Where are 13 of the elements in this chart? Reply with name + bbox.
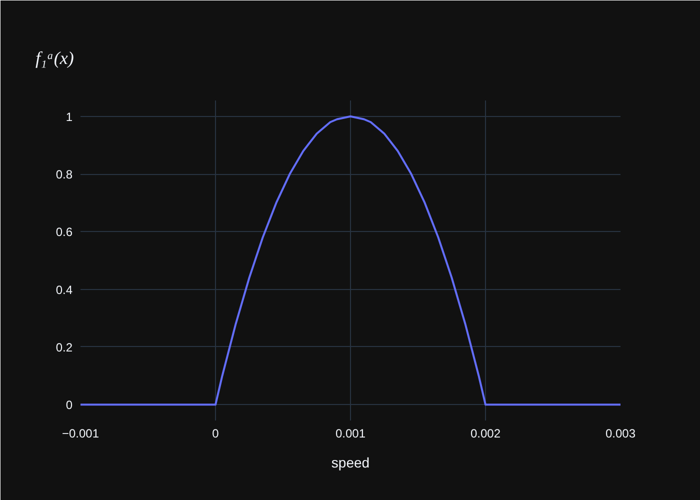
chart-title: f₁ᵃ(x) <box>36 48 74 68</box>
x-tick-label: 0.003 <box>605 426 636 440</box>
x-axis-title: speed <box>331 454 370 470</box>
y-tick-label: 0.6 <box>56 225 73 240</box>
x-tick-label: 0.002 <box>470 426 501 440</box>
y-tick-label: 0.4 <box>56 282 73 297</box>
y-tick-label: 0 <box>66 398 73 412</box>
x-tick-label: 0 <box>212 426 220 440</box>
y-tick-label: 0.2 <box>56 340 73 354</box>
y-tick-label: 0.8 <box>56 168 73 182</box>
x-tick-label: −0.001 <box>62 426 100 440</box>
y-tick-label: 1 <box>66 110 73 124</box>
x-tick-label: 0.001 <box>335 426 366 440</box>
